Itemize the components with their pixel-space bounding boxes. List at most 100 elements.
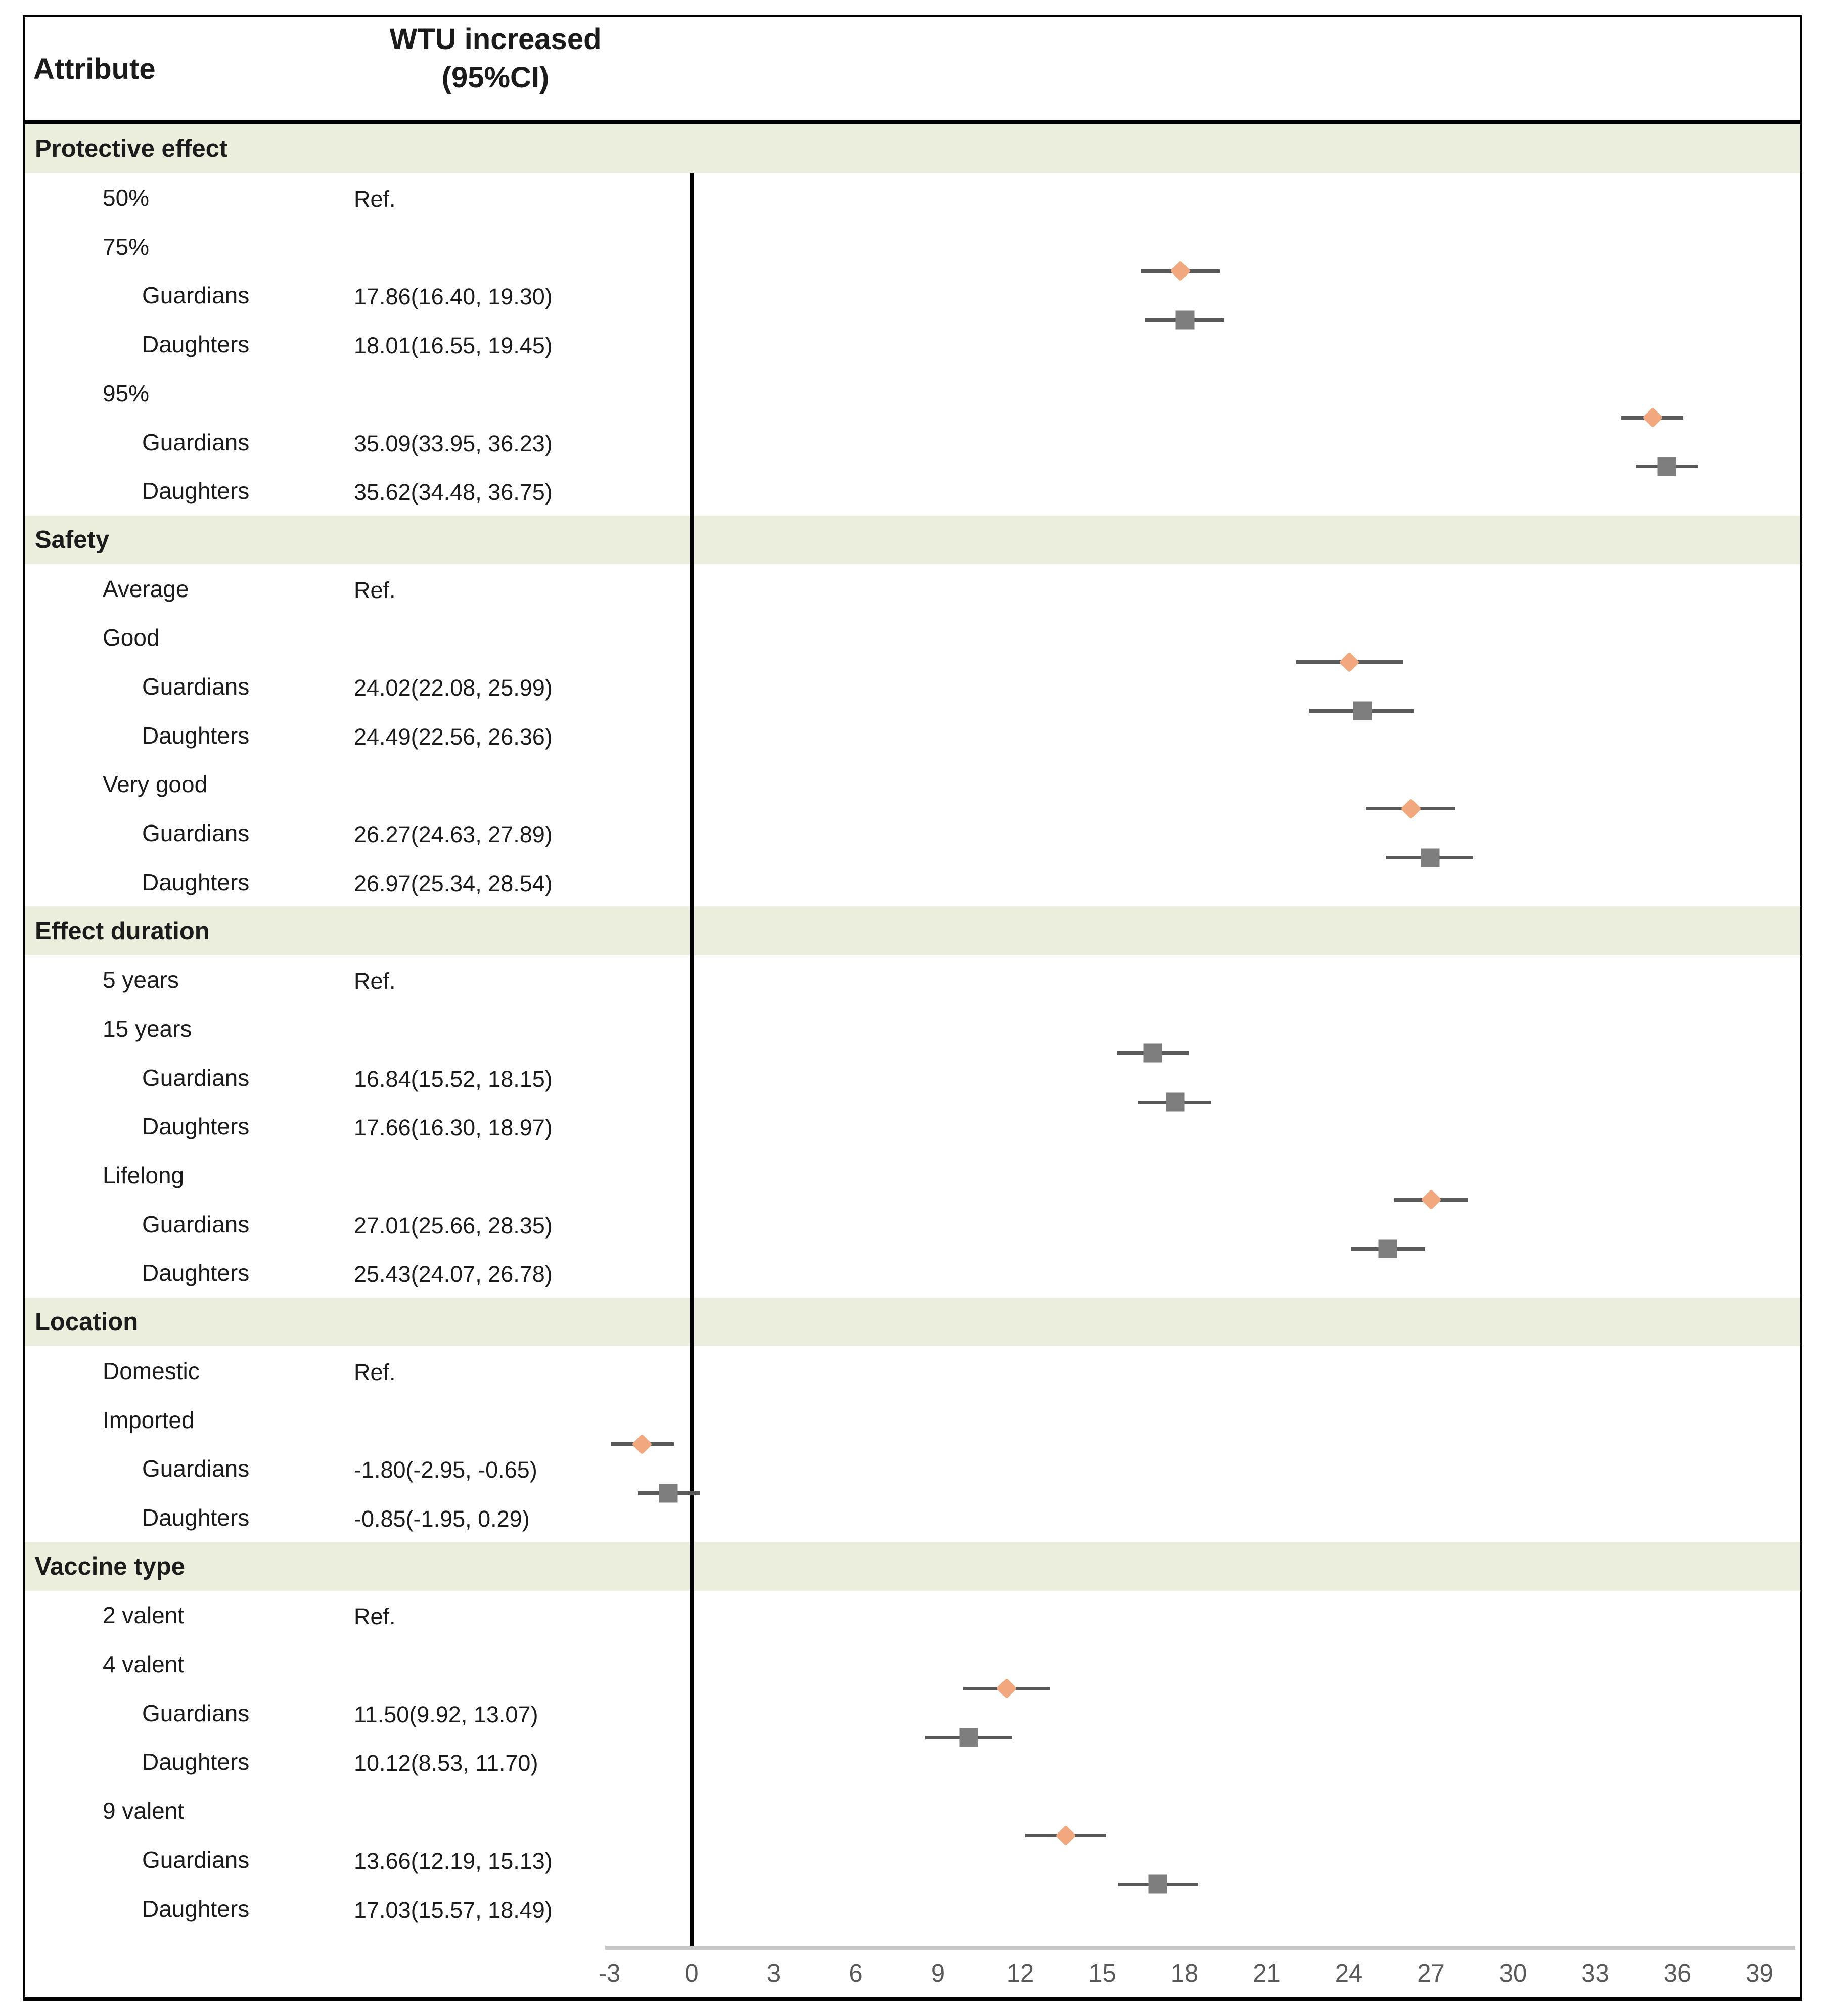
attribute-label: 2 valent (103, 1602, 185, 1629)
estimate-value: 17.03(15.57, 18.49) (354, 1897, 553, 1923)
estimate-value: 18.01(16.55, 19.45) (354, 333, 553, 359)
guardians-diamond-marker-icon (996, 1678, 1017, 1699)
section-row: Effect duration (25, 906, 1800, 955)
attribute-label: Guardians (142, 1700, 250, 1726)
attribute-label: Daughters (142, 1113, 250, 1140)
daughters-square-marker-icon (659, 1484, 678, 1503)
table-row: 9 valent (25, 1786, 1800, 1836)
table-row: Daughters 18.01(16.55, 19.45) (25, 320, 1800, 369)
attribute-label: Lifelong (103, 1162, 185, 1189)
value-column-header-line2: (95%CI) (441, 61, 550, 94)
attribute-label: Guardians (142, 1455, 250, 1482)
daughters-square-marker-icon (1175, 310, 1195, 330)
x-tick-label: 12 (1006, 1960, 1034, 1987)
x-axis-line (605, 1946, 1795, 1950)
section-label: Protective effect (35, 135, 228, 163)
daughters-square-marker-icon (1148, 1874, 1167, 1894)
section-label: Effect duration (35, 917, 210, 945)
table-row: Guardians 27.01(25.66, 28.35) (25, 1200, 1800, 1249)
guardians-square-marker-icon (1143, 1043, 1162, 1063)
estimate-value: 35.09(33.95, 36.23) (354, 430, 553, 456)
table-row: Daughters 10.12(8.53, 11.70) (25, 1737, 1800, 1786)
daughters-square-marker-icon (1166, 1092, 1185, 1112)
attribute-label: 4 valent (103, 1651, 185, 1678)
estimate-value: 35.62(34.48, 36.75) (354, 479, 553, 506)
estimate-value: -0.85(-1.95, 0.29) (354, 1506, 530, 1532)
section-label: Vaccine type (35, 1552, 185, 1580)
table-row: Guardians 11.50(9.92, 13.07) (25, 1688, 1800, 1737)
section-label: Location (35, 1308, 139, 1336)
daughters-square-marker-icon (1378, 1239, 1397, 1258)
x-tick-label: 30 (1499, 1960, 1527, 1987)
section-row: Vaccine type (25, 1542, 1800, 1591)
daughters-square-marker-icon (1421, 848, 1440, 867)
estimate-value: 24.02(22.08, 25.99) (354, 675, 553, 701)
guardians-diamond-marker-icon (1642, 407, 1663, 428)
x-tick-label: 39 (1746, 1960, 1773, 1987)
attribute-label: Domestic (103, 1357, 200, 1384)
x-tick-label: 27 (1417, 1960, 1445, 1987)
table-row: 75% (25, 222, 1800, 271)
table-row: Domestic Ref. (25, 1347, 1800, 1396)
table-row: Guardians 13.66(12.19, 15.13) (25, 1836, 1800, 1885)
estimate-value: 16.84(15.52, 18.15) (354, 1066, 553, 1092)
attribute-label: Guardians (142, 429, 250, 455)
table-row: 15 years (25, 1004, 1800, 1053)
x-tick-label: 24 (1335, 1960, 1363, 1987)
header-divider (23, 120, 1802, 124)
attribute-label: Guardians (142, 1846, 250, 1873)
estimate-value: 27.01(25.66, 28.35) (354, 1212, 553, 1239)
x-tick-label: 18 (1170, 1960, 1199, 1987)
x-tick-label: 21 (1253, 1960, 1281, 1987)
table-row: Imported (25, 1395, 1800, 1444)
estimate-value: 11.50(9.92, 13.07) (354, 1701, 538, 1727)
x-tick-label: 3 (766, 1960, 781, 1987)
attribute-label: Daughters (142, 1504, 250, 1531)
table-row: Daughters 25.43(24.07, 26.78) (25, 1249, 1800, 1298)
guardians-diamond-marker-icon (1170, 260, 1191, 282)
estimate-value: 25.43(24.07, 26.78) (354, 1261, 553, 1288)
daughters-square-marker-icon (1353, 701, 1372, 720)
guardians-diamond-marker-icon (1339, 652, 1360, 673)
attribute-label: Very good (103, 771, 208, 798)
attribute-label: Guardians (142, 282, 250, 309)
reference-value: Ref. (354, 1603, 396, 1630)
section-row: Safety (25, 515, 1800, 565)
attribute-label: Guardians (142, 1211, 250, 1238)
attribute-label: 15 years (103, 1015, 192, 1042)
table-row: 5 years Ref. (25, 955, 1800, 1004)
attribute-label: Good (103, 624, 160, 651)
reference-value: Ref. (354, 968, 396, 994)
attribute-label: 75% (103, 233, 150, 260)
table-row: Average Ref. (25, 564, 1800, 613)
table-row: Guardians -1.80(-2.95, -0.65) (25, 1444, 1800, 1493)
estimate-value: 24.49(22.56, 26.36) (354, 723, 553, 750)
table-row: Daughters -0.85(-1.95, 0.29) (25, 1493, 1800, 1542)
attribute-label: 50% (103, 185, 150, 211)
table-row: 95% (25, 369, 1800, 418)
section-row: Protective effect (25, 124, 1800, 173)
x-tick-label: -3 (598, 1960, 621, 1987)
attribute-label: Daughters (142, 478, 250, 505)
table-row: 4 valent (25, 1640, 1800, 1689)
guardians-diamond-marker-icon (631, 1434, 653, 1455)
attribute-label: Guardians (142, 673, 250, 700)
x-tick-label: 0 (685, 1960, 699, 1987)
table-row: Daughters 35.62(34.48, 36.75) (25, 467, 1800, 516)
attribute-label: Daughters (142, 722, 250, 749)
estimate-value: 10.12(8.53, 11.70) (354, 1750, 538, 1776)
attribute-label: Daughters (142, 1749, 250, 1775)
table-row: Daughters 24.49(22.56, 26.36) (25, 711, 1800, 760)
attribute-label: Daughters (142, 331, 250, 358)
x-tick-label: 6 (849, 1960, 863, 1987)
attribute-label: Guardians (142, 820, 250, 847)
table-row: 2 valent Ref. (25, 1591, 1800, 1640)
attribute-label: Daughters (142, 868, 250, 895)
guardians-diamond-marker-icon (1055, 1824, 1076, 1846)
estimate-value: 26.27(24.63, 27.89) (354, 821, 553, 848)
table-row: 50% Ref. (25, 173, 1800, 222)
attribute-column-header: Attribute (33, 53, 156, 85)
